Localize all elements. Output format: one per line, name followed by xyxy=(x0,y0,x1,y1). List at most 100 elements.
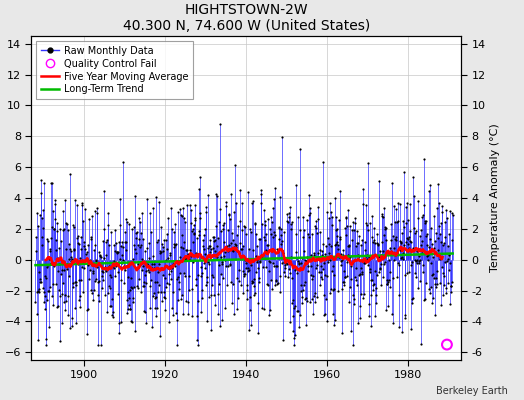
Point xyxy=(280,273,289,279)
Point xyxy=(431,238,439,244)
Point xyxy=(373,240,381,246)
Point xyxy=(77,246,85,252)
Point xyxy=(83,306,92,312)
Point xyxy=(137,209,146,216)
Point xyxy=(123,310,131,316)
Point xyxy=(274,280,282,286)
Point xyxy=(297,282,305,289)
Point xyxy=(209,245,217,251)
Point xyxy=(65,273,73,279)
Point xyxy=(38,234,47,240)
Point xyxy=(190,231,198,237)
Point xyxy=(179,205,188,211)
Point xyxy=(376,248,385,254)
Point xyxy=(138,256,146,262)
Point xyxy=(152,312,161,319)
Point xyxy=(180,215,188,221)
Point xyxy=(310,299,319,306)
Point xyxy=(427,224,435,231)
Point xyxy=(321,256,330,263)
Point xyxy=(351,274,359,280)
Point xyxy=(372,300,380,306)
Point xyxy=(39,225,48,232)
Point xyxy=(446,301,454,307)
Point xyxy=(113,248,121,255)
Point xyxy=(445,252,453,258)
Point xyxy=(337,256,346,263)
Point xyxy=(366,220,375,226)
Point xyxy=(82,249,91,256)
Point xyxy=(387,220,396,227)
Point xyxy=(227,240,235,246)
Point xyxy=(357,269,366,276)
Point xyxy=(316,269,325,275)
Point xyxy=(350,227,358,233)
Point xyxy=(325,199,334,206)
Point xyxy=(318,248,326,254)
Point xyxy=(285,210,293,216)
Point xyxy=(85,259,94,266)
Point xyxy=(80,243,88,249)
Point xyxy=(248,280,257,286)
Point xyxy=(316,229,324,235)
Point xyxy=(266,226,275,232)
Point xyxy=(34,223,42,229)
Point xyxy=(99,277,107,283)
Point xyxy=(147,229,155,236)
Point xyxy=(276,272,284,279)
Point xyxy=(351,220,359,226)
Point xyxy=(120,280,128,286)
Point xyxy=(294,214,302,220)
Point xyxy=(320,311,328,318)
Point xyxy=(107,303,116,310)
Point xyxy=(333,232,342,239)
Point xyxy=(410,257,419,263)
Point xyxy=(53,255,62,261)
Point xyxy=(270,196,278,202)
Point xyxy=(95,278,103,284)
Point xyxy=(326,290,335,297)
Point xyxy=(419,297,428,304)
Point xyxy=(314,204,322,210)
Point xyxy=(202,204,210,210)
Point xyxy=(265,258,274,264)
Point xyxy=(292,308,301,314)
Point xyxy=(344,207,352,213)
Point xyxy=(151,305,159,312)
Point xyxy=(72,282,81,288)
Point xyxy=(89,297,97,304)
Point xyxy=(148,252,157,259)
Point xyxy=(413,260,421,266)
Point xyxy=(108,309,117,316)
Point xyxy=(165,281,173,287)
Point xyxy=(336,188,344,194)
Point xyxy=(170,240,178,247)
Point xyxy=(163,231,171,237)
Point xyxy=(191,217,200,223)
Point xyxy=(399,218,407,224)
Point xyxy=(90,286,98,293)
Point xyxy=(257,187,266,193)
Point xyxy=(108,312,116,318)
Point xyxy=(54,261,63,267)
Point xyxy=(226,191,235,198)
Point xyxy=(403,270,411,276)
Point xyxy=(277,226,285,232)
Point xyxy=(342,232,351,238)
Point xyxy=(315,254,323,261)
Point xyxy=(217,259,226,266)
Point xyxy=(388,274,397,281)
Point xyxy=(260,218,269,224)
Point xyxy=(150,294,159,301)
Point xyxy=(197,272,205,279)
Point xyxy=(86,267,94,273)
Point xyxy=(447,283,455,289)
Point xyxy=(286,226,294,233)
Point xyxy=(127,284,136,291)
Point xyxy=(377,282,385,288)
Point xyxy=(167,276,176,282)
Point xyxy=(424,252,432,258)
Point xyxy=(297,288,305,294)
Point xyxy=(434,247,443,254)
Point xyxy=(248,198,257,204)
